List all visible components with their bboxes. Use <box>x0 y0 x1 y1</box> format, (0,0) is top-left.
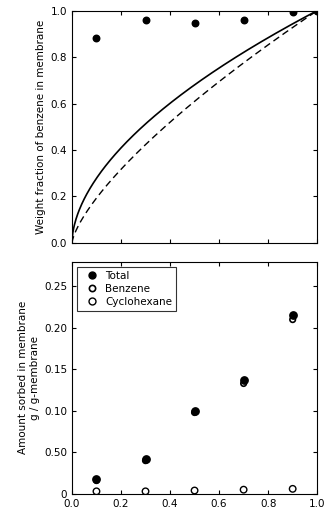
Point <box>192 407 197 415</box>
Point <box>94 475 99 483</box>
Point <box>290 485 295 493</box>
Point <box>192 408 197 417</box>
Point <box>241 16 246 24</box>
Point <box>192 19 197 28</box>
Legend: Total, Benzene, Cyclohexane: Total, Benzene, Cyclohexane <box>77 267 177 311</box>
Point <box>143 456 148 465</box>
Point <box>143 455 148 463</box>
Point <box>241 379 246 388</box>
Point <box>315 7 320 15</box>
Point <box>241 485 246 494</box>
Point <box>143 16 148 24</box>
Point <box>192 486 197 495</box>
Point <box>290 315 295 324</box>
Point <box>94 487 99 495</box>
Point <box>241 376 246 384</box>
Point <box>94 34 99 43</box>
Point <box>94 476 99 485</box>
Point <box>290 7 295 16</box>
Point <box>143 487 148 495</box>
Y-axis label: Weight fraction of benzene in membrane: Weight fraction of benzene in membrane <box>36 20 46 234</box>
Point <box>290 311 295 320</box>
Y-axis label: Amount sorbed in membrane
g / g-membrane: Amount sorbed in membrane g / g-membrane <box>18 301 40 455</box>
